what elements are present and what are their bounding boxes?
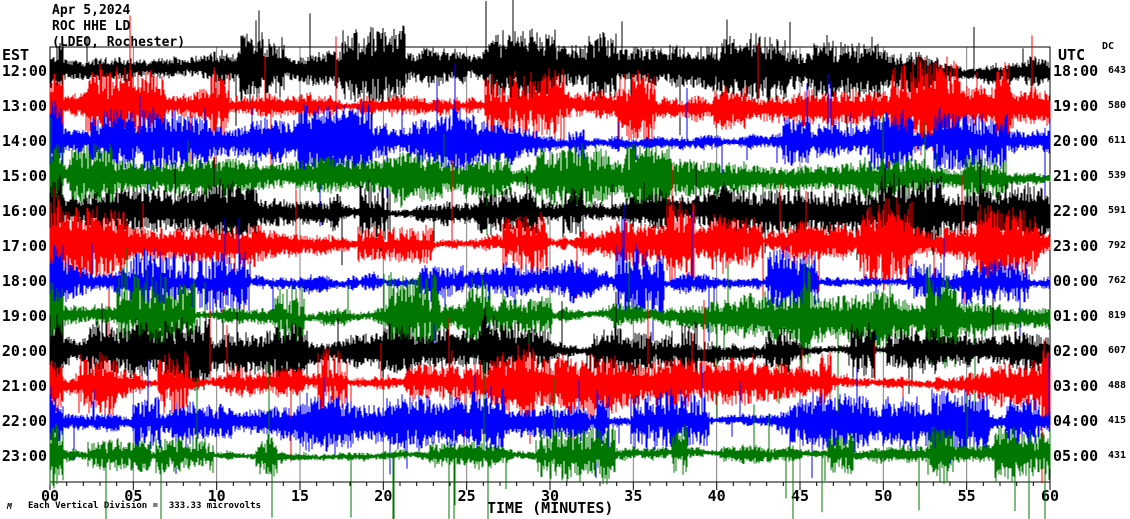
est-label-22:00: 22:00 [1,412,47,430]
x-tick-label-50: 50 [874,487,893,505]
trace-row-21:00 [49,300,1051,484]
dc-value-23:00: 792 [1107,240,1126,251]
x-tick-label-00: 00 [40,487,60,505]
est-axis-header: EST [2,46,30,64]
utc-label-00:00: 00:00 [1053,272,1099,290]
est-label-14:00: 14:00 [1,132,47,150]
x-tick-label-30: 30 [540,487,560,505]
utc-label-19:00: 19:00 [1053,97,1099,115]
utc-label-05:00: 05:00 [1053,447,1099,465]
est-label-23:00: 23:00 [1,447,47,465]
dc-value-05:00: 431 [1107,450,1126,461]
x-tick-label-05: 05 [124,487,143,505]
trace-row-22:00 [49,354,1051,479]
dc-value-19:00: 580 [1107,100,1126,111]
utc-label-20:00: 20:00 [1053,132,1099,150]
est-label-13:00: 13:00 [1,97,47,115]
trace-row-15:00 [49,115,1051,240]
x-tick-label-35: 35 [624,487,643,505]
utc-axis-header: UTC [1058,46,1086,64]
est-label-16:00: 16:00 [1,202,47,220]
trace-row-23:00 [49,360,1051,519]
x-tick-label-20: 20 [374,487,393,505]
est-label-12:00: 12:00 [1,62,47,80]
est-label-21:00: 21:00 [1,377,47,395]
dc-value-20:00: 611 [1107,135,1126,146]
x-tick-label-40: 40 [707,487,726,505]
dc-value-21:00: 539 [1107,170,1126,181]
dc-value-00:00: 762 [1107,275,1126,286]
utc-label-18:00: 18:00 [1053,62,1099,80]
dc-axis-header: DC [1102,41,1115,52]
watermark-mark: M [7,502,12,511]
x-tick-label-55: 55 [957,487,976,505]
x-tick-label-25: 25 [457,487,476,505]
utc-label-01:00: 01:00 [1053,307,1099,325]
utc-label-02:00: 02:00 [1053,342,1099,360]
dc-value-03:00: 488 [1107,380,1126,391]
header-station: ROC HHE LD [52,19,131,34]
utc-label-22:00: 22:00 [1053,202,1099,220]
trace-row-20:00 [49,291,1051,404]
trace-row-16:00 [49,155,1051,266]
x-tick-label-10: 10 [207,487,226,505]
est-label-15:00: 15:00 [1,167,47,185]
est-label-17:00: 17:00 [1,237,47,255]
x-tick-label-45: 45 [790,487,810,505]
utc-label-23:00: 23:00 [1053,237,1099,255]
est-label-20:00: 20:00 [1,342,47,360]
est-label-18:00: 18:00 [1,272,47,290]
time-axis-label: TIME (MINUTES) [487,499,614,517]
vertical-division-note: Each Vertical Division = 333.33 microvol… [28,501,261,511]
est-label-19:00: 19:00 [1,307,47,325]
utc-label-03:00: 03:00 [1053,377,1099,395]
dc-value-02:00: 607 [1107,345,1126,356]
dc-value-18:00: 643 [1107,65,1126,76]
trace-row-14:00 [49,62,1051,227]
x-tick-label-15: 15 [290,487,310,505]
dc-value-22:00: 591 [1107,205,1126,216]
header-date: Apr 5,2024 [52,3,131,18]
x-axis-ticks [49,482,1051,490]
trace-row-17:00 [49,159,1051,337]
dc-value-04:00: 415 [1107,415,1126,426]
utc-label-04:00: 04:00 [1053,412,1099,430]
utc-label-21:00: 21:00 [1053,167,1099,185]
dc-value-01:00: 819 [1107,310,1126,321]
